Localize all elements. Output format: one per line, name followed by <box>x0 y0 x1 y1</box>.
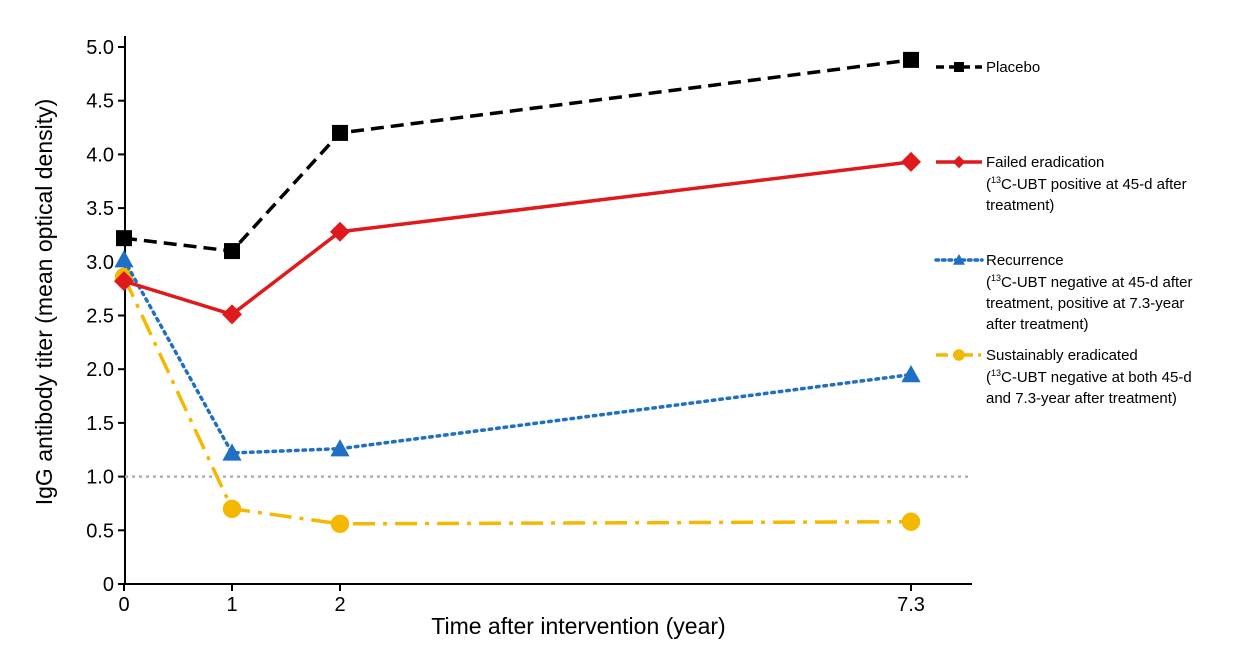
legend-marker <box>953 349 965 361</box>
x-tick-label: 2 <box>334 594 345 616</box>
series-diamond <box>114 151 921 325</box>
y-tick-label: 3.5 <box>86 198 114 220</box>
legend-note: treatment, positive at 7.3-year <box>986 295 1184 312</box>
legend-label: Placebo <box>986 59 1040 76</box>
legend-marker <box>954 62 964 72</box>
y-tick-label: 2.0 <box>86 359 114 381</box>
legend-label: Recurrence <box>986 252 1064 269</box>
y-tick-label: 5.0 <box>86 37 114 59</box>
legend-note: treatment) <box>986 197 1054 214</box>
y-tick-label: 2.5 <box>86 306 114 328</box>
y-tick-label: 4.0 <box>86 144 114 166</box>
series-square <box>116 51 919 260</box>
axes: 0 0.5 1.0 1.5 2.0 2.5 3.0 3.5 4.0 4.5 5.0 0 1 2 7.3 <box>86 36 972 616</box>
series-line <box>123 160 912 317</box>
y-tick-label: 1.0 <box>86 467 114 489</box>
data-point <box>903 51 919 68</box>
legend-item: Placebo <box>936 59 1040 76</box>
data-point <box>224 243 240 260</box>
legend-note: (13C-UBT positive at 45-d after <box>986 175 1187 193</box>
data-point <box>332 124 348 141</box>
x-axis-title: Time after intervention (year) <box>431 613 725 639</box>
legend-marker <box>953 254 965 265</box>
legend-note: (13C-UBT negative at 45-d after <box>986 273 1193 291</box>
legend-note: and 7.3-year after treatment) <box>986 390 1177 407</box>
data-point <box>901 512 921 531</box>
series-circle <box>114 267 921 534</box>
y-tick-label: 0.5 <box>86 520 114 542</box>
series-triangle <box>114 250 921 461</box>
data-point <box>114 271 134 292</box>
data-point <box>222 304 242 325</box>
data-point <box>114 250 134 268</box>
x-tick-label: 7.3 <box>897 594 925 616</box>
data-point <box>116 230 132 247</box>
legend-note: after treatment) <box>986 316 1089 333</box>
data-point <box>330 221 350 242</box>
series-layer <box>114 51 921 534</box>
legend-item: Failed eradication (13C-UBT positive at 4… <box>936 154 1187 214</box>
data-point <box>330 514 350 534</box>
legend-item: Sustainably eradicated (13C-UBT negative … <box>936 347 1192 407</box>
data-point <box>901 364 921 383</box>
legend-note: (13C-UBT negative at both 45-d <box>986 368 1192 386</box>
legend-marker <box>952 155 966 169</box>
y-tick-label: 3.0 <box>86 252 114 274</box>
legend: Placebo Failed eradication (13C-UBT positi… <box>934 59 1193 407</box>
legend-label: Sustainably eradicated <box>986 347 1138 364</box>
y-axis-title: IgG antibody titer (mean optical density… <box>31 99 57 506</box>
data-point <box>222 443 242 461</box>
x-tick-label: 0 <box>118 594 129 616</box>
y-tick-label: 4.5 <box>86 91 114 113</box>
data-point <box>901 151 921 172</box>
y-tick-label: 0 <box>103 574 114 596</box>
series-line <box>123 58 912 253</box>
legend-label: Failed eradication <box>986 154 1104 171</box>
data-point <box>330 439 350 457</box>
series-line <box>122 276 912 526</box>
y-tick-label: 1.5 <box>86 413 114 435</box>
x-tick-label: 1 <box>226 594 237 616</box>
series-line <box>122 257 913 455</box>
data-point <box>222 499 242 519</box>
legend-item: Recurrence (13C-UBT negative at 45-d afte… <box>934 252 1193 333</box>
